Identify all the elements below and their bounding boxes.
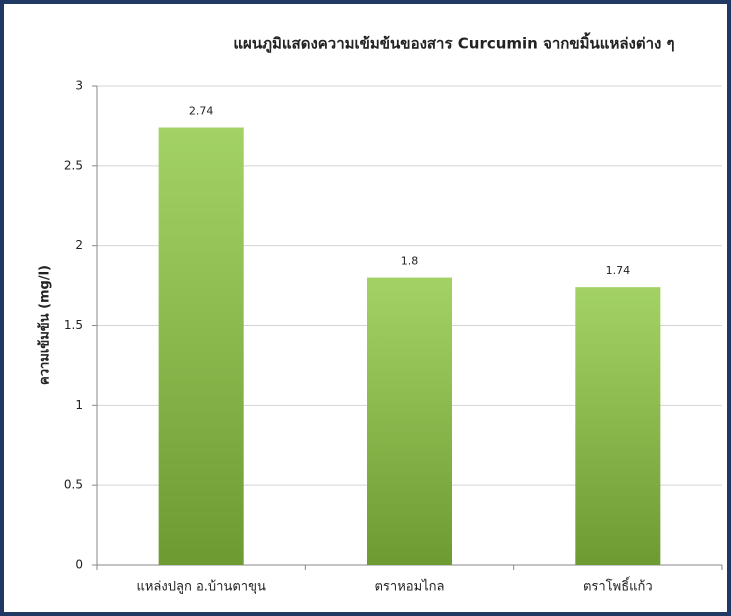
x-tick-label: ตราโพธิ์แก้ว	[583, 577, 653, 595]
y-tick-label: 0.5	[64, 478, 83, 492]
data-label: 1.74	[606, 264, 631, 277]
data-label: 1.8	[401, 255, 419, 268]
chart: แผนภูมิแสดงความเข้มข้นของสาร Curcumin จา…	[0, 0, 731, 616]
chart-title: แผนภูมิแสดงความเข้มข้นของสาร Curcumin จา…	[233, 32, 674, 54]
y-tick-label: 2.5	[64, 158, 83, 172]
bar-shade	[367, 278, 452, 565]
y-tick-label: 0	[75, 558, 83, 572]
page: {"chart_data": {"type": "bar", "title": …	[0, 0, 731, 616]
bar-shade	[159, 128, 244, 565]
data-label: 2.74	[189, 105, 214, 118]
y-tick-label: 1	[75, 398, 83, 412]
y-tick-label: 1.5	[64, 318, 83, 332]
x-tick-label: แหล่งปลูก อ.บ้านตาขุน	[136, 580, 265, 595]
y-tick-label: 3	[75, 79, 83, 93]
bar-shade	[575, 287, 660, 565]
y-axis-title: ความเข้มข้น (mg/l)	[37, 265, 53, 385]
y-tick-label: 2	[75, 238, 83, 252]
x-tick-label: ตราหอมไกล	[374, 579, 444, 595]
